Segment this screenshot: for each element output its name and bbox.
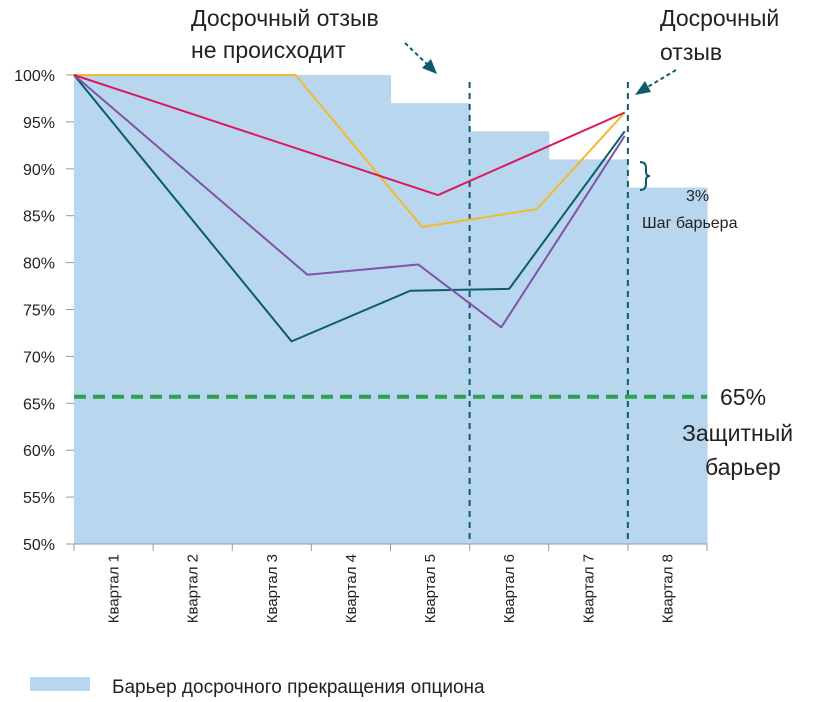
arrow-no-call-icon [404,42,437,74]
y-tick-label: 90% [23,162,55,179]
early-call-lines [468,82,629,544]
barrier-step-bar [311,75,392,544]
annotation-barrier-line2: барьер [705,454,781,480]
barrier-step-bar [390,103,471,544]
legend-label: Барьер досрочного прекращения опциона [112,677,485,698]
y-tick-label: 85% [23,209,55,226]
y-tick-label: 80% [23,256,55,273]
annotation-step-label: Шаг барьера [642,215,738,232]
annotation-step-pct: 3% [686,188,709,205]
series-line [74,74,626,228]
y-tick-label: 50% [23,537,55,554]
y-tick-label: 70% [23,349,55,366]
y-tick-label: 100% [14,68,55,85]
x-tick-label: Квартал 6 [501,554,518,623]
barrier-step-bar [74,75,154,544]
annotation-call-line2: отзыв [660,39,722,65]
x-tick-label: Квартал 8 [659,554,676,623]
barrier-step-bar [627,187,708,544]
barrier-area [74,75,708,545]
series-lines [73,74,626,343]
annotation-barrier-pct: 65% [720,384,766,410]
x-tick-label: Квартал 1 [106,554,123,623]
y-axis-ticks: 50% 55% 60% 65% 70% 75% 80% 85% 90% 95% 100% [14,68,74,554]
y-tick-label: 65% [23,396,55,413]
annotation-no-call-line2: не происходит [191,37,346,63]
annotation-call-line1: Досрочный [660,5,779,31]
series-line [73,74,626,329]
arrow-call-icon [635,69,677,95]
series-line [73,74,626,343]
y-tick-label: 95% [23,115,55,132]
x-tick-label: Квартал 2 [185,554,202,623]
barrier-step-bar [153,75,233,544]
x-tick-label: Квартал 7 [580,554,597,623]
annotation-barrier-line1: Защитный [682,420,793,446]
barrier-step-bar [469,131,550,544]
y-tick-label: 75% [23,303,55,320]
x-tick-label: Квартал 4 [343,554,360,623]
y-tick-label: 60% [23,443,55,460]
annotation-no-call-line1: Досрочный отзыв [191,5,379,31]
legend-swatch [30,677,90,691]
x-axis: Квартал 1 Квартал 2 Квартал 3 Квартал 4 Квар… [73,543,708,623]
barrier-step-bar [548,159,629,545]
step-bracket-icon [639,161,651,191]
y-tick-label: 55% [23,490,55,507]
barrier-step-bar [232,75,312,544]
series-line [73,74,626,197]
x-tick-label: Квартал 5 [422,554,439,623]
x-tick-label: Квартал 3 [264,554,281,623]
